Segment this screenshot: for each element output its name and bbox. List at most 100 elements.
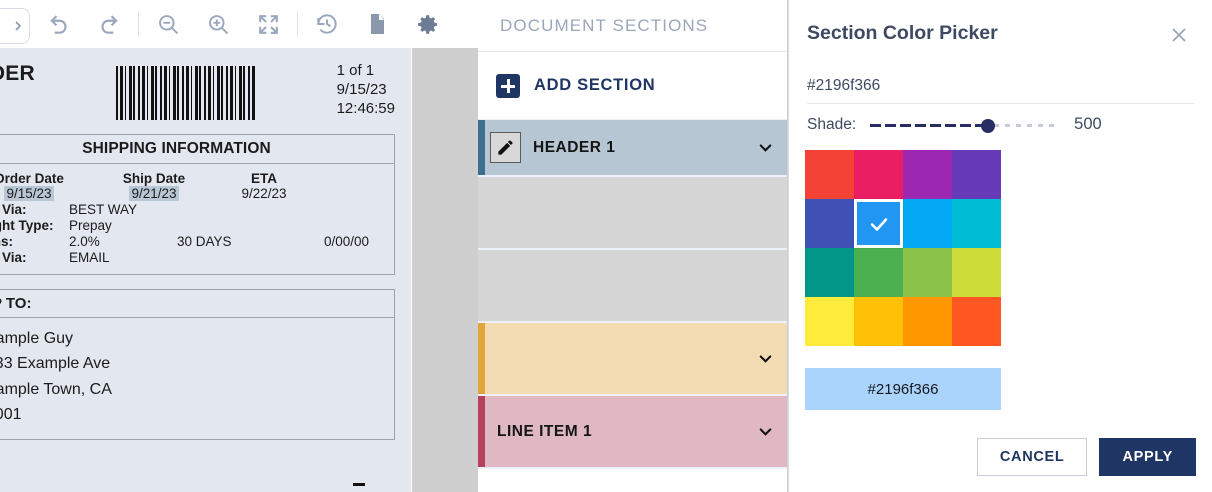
slider-handle[interactable] [980,118,995,133]
close-icon[interactable] [1164,22,1194,53]
document-header: ORDER 589 1 of 1 9/15/23 12:46:59 [0,62,395,120]
hex-preview-chip[interactable]: #2196f366 [805,368,1001,410]
address-line: Example Guy [0,330,74,347]
ship-date-value: 9/21/23 [129,186,179,201]
sidebar-item-section-4[interactable] [478,323,787,396]
color-swatch-9c27b0[interactable] [903,150,952,199]
current-hex-value: #2196f366 [807,77,881,94]
row-key: Ship Via: [0,202,27,217]
section-label: HEADER 1 [533,138,616,156]
color-swatch-f44336[interactable] [805,150,854,199]
dialog-header: Section Color Picker [789,0,1212,53]
sections-panel-header: DOCUMENT SECTIONS [478,0,787,52]
add-section-button[interactable]: ADD SECTION [478,52,787,120]
section-color-bar [478,120,485,175]
page-icon[interactable] [352,0,402,48]
toolbar-divider-2 [297,11,298,37]
add-section-label: ADD SECTION [534,76,656,94]
shipping-column-headers: Order Date Ship Date ETA [0,171,384,186]
section-color-bar [478,177,485,248]
chevron-down-icon[interactable] [743,138,787,157]
color-swatch-3f51b5[interactable] [805,199,854,248]
col-order-date: Order Date [0,171,64,186]
address-line: 90001 [0,405,22,423]
collapse-panel-button[interactable] [0,8,30,44]
row-key: Terms: [0,234,14,249]
col-eta: ETA [251,171,277,186]
zoom-in-icon[interactable] [193,0,243,48]
row-key: Sent Via: [0,250,27,265]
section-color-bar [478,250,485,321]
shade-control: Shade: 500 [789,104,1212,134]
document-canvas[interactable]: ORDER 589 1 of 1 9/15/23 12:46:59 SHIPPI… [0,48,478,492]
order-date-value: 9/15/23 [4,186,54,201]
col-ship-date: Ship Date [122,171,186,186]
row-value-1: Prepay [69,218,112,233]
document-time: 12:46:59 [336,99,395,117]
color-swatch-03a9f4[interactable] [903,199,952,248]
row-value-1: EMAIL [69,250,110,265]
row-value-2: 30 DAYS [177,234,232,249]
color-swatch-673ab7[interactable] [952,150,1001,199]
shipping-information-box: SHIPPING INFORMATION Order Date Ship Dat… [0,134,395,275]
row-value-1: 2.0% [69,234,100,249]
shipping-heading: SHIPPING INFORMATION [0,135,394,164]
sidebar-item-section-3[interactable] [478,250,787,323]
color-swatch-ffeb3b[interactable] [805,297,854,346]
row-value-2 [177,218,283,233]
chevron-down-icon[interactable] [743,422,787,441]
section-color-bar [478,323,485,394]
toolbar-divider [138,11,139,37]
plus-icon [496,73,520,98]
fit-screen-icon[interactable] [243,0,293,48]
color-swatch-4caf50[interactable] [854,248,903,297]
color-swatch-009688[interactable] [805,248,854,297]
order-title-block: ORDER 589 [0,62,35,110]
color-swatch-cddc39[interactable] [952,248,1001,297]
redo-icon[interactable] [84,0,134,48]
document-viewer: ORDER 589 1 of 1 9/15/23 12:46:59 SHIPPI… [0,0,478,492]
row-value-1: BEST WAY [69,202,138,217]
settings-gear-icon[interactable] [402,0,452,48]
zoom-out-icon[interactable] [143,0,193,48]
document-date: 9/15/23 [336,80,387,98]
row-value-3 [283,202,369,217]
hex-preview-text: #2196f366 [867,380,939,398]
table-row: Freight Type: Prepay [0,218,384,233]
shade-slider[interactable] [870,116,1061,134]
shipping-dates-row: 9/15/23 9/21/23 9/22/23 [0,186,384,201]
slider-track-filled [870,123,989,127]
history-icon[interactable] [302,0,352,48]
document-meta: 1 of 1 9/15/23 12:46:59 [337,62,395,118]
dialog-actions: CANCEL APPLY [976,438,1196,476]
row-value-3 [283,250,369,265]
color-swatch-ff5722[interactable] [952,297,1001,346]
dialog-title: Section Color Picker [807,22,998,44]
cancel-button[interactable]: CANCEL [976,438,1088,476]
sidebar-item-header-1[interactable]: HEADER 1 [478,120,787,177]
barcode-image [115,66,256,120]
slider-track-empty [994,123,1061,127]
section-label: LINE ITEM 1 [497,422,593,440]
apply-button[interactable]: APPLY [1099,438,1196,476]
color-swatch-grid [805,150,1212,346]
chevron-down-icon[interactable] [743,349,787,368]
page-title: ORDER [0,62,35,85]
color-swatch-00bcd4[interactable] [952,199,1001,248]
color-swatch-2196f3[interactable] [854,199,903,248]
color-swatch-ff9800[interactable] [903,297,952,346]
section-color-picker-dialog: Section Color Picker #2196f366 Shade: 50… [788,0,1212,492]
color-swatch-ffc107[interactable] [854,297,903,346]
ship-to-heading: SHIP TO: [0,290,394,318]
sidebar-item-line-item-1[interactable]: LINE ITEM 1 [478,396,787,469]
color-swatch-e91e63[interactable] [854,150,903,199]
ship-to-address: Example Guy 3333 Example Ave Example Tow… [0,318,394,439]
color-swatch-8bc34a[interactable] [903,248,952,297]
undo-icon[interactable] [34,0,84,48]
edit-pencil-icon[interactable] [490,132,521,163]
sidebar-item-section-2[interactable] [478,177,787,250]
row-value-2 [177,202,283,217]
document-toolbar [0,0,478,48]
row-value-2 [177,250,283,265]
